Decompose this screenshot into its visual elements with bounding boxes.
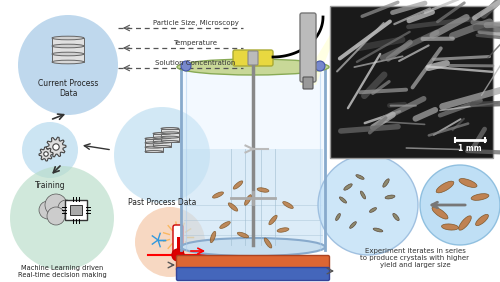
Text: Particle Size, Microscopy: Particle Size, Microscopy — [152, 20, 238, 26]
Ellipse shape — [153, 133, 171, 135]
Ellipse shape — [153, 146, 171, 147]
FancyBboxPatch shape — [176, 255, 330, 270]
Circle shape — [44, 152, 48, 156]
Ellipse shape — [212, 192, 224, 198]
Circle shape — [47, 207, 65, 225]
FancyBboxPatch shape — [52, 54, 84, 62]
Ellipse shape — [52, 44, 84, 48]
Ellipse shape — [393, 213, 399, 221]
Ellipse shape — [385, 195, 395, 199]
FancyBboxPatch shape — [145, 147, 163, 151]
FancyBboxPatch shape — [330, 6, 493, 158]
Circle shape — [22, 122, 78, 178]
Text: Current Process
Data: Current Process Data — [38, 79, 98, 98]
FancyBboxPatch shape — [300, 13, 316, 82]
FancyBboxPatch shape — [161, 129, 179, 133]
Ellipse shape — [459, 179, 477, 188]
FancyBboxPatch shape — [161, 137, 179, 142]
Ellipse shape — [282, 202, 294, 208]
FancyBboxPatch shape — [52, 46, 84, 54]
FancyBboxPatch shape — [145, 143, 163, 147]
Circle shape — [114, 107, 210, 203]
Ellipse shape — [344, 184, 352, 190]
Ellipse shape — [373, 228, 383, 232]
Ellipse shape — [360, 191, 366, 199]
Ellipse shape — [476, 214, 488, 226]
FancyBboxPatch shape — [153, 138, 171, 142]
Ellipse shape — [220, 222, 230, 228]
Ellipse shape — [161, 127, 179, 129]
Ellipse shape — [383, 179, 389, 187]
Text: Past Process Data: Past Process Data — [128, 198, 196, 207]
Circle shape — [45, 194, 67, 216]
FancyBboxPatch shape — [176, 237, 180, 253]
Ellipse shape — [145, 146, 163, 148]
Ellipse shape — [52, 52, 84, 56]
Text: 1 mm: 1 mm — [458, 144, 482, 153]
Ellipse shape — [177, 59, 329, 75]
FancyBboxPatch shape — [153, 133, 171, 138]
Ellipse shape — [238, 232, 248, 238]
Circle shape — [18, 15, 118, 115]
Ellipse shape — [161, 140, 179, 142]
Ellipse shape — [52, 60, 84, 64]
FancyBboxPatch shape — [303, 77, 313, 89]
Text: Experiment iterates in series
to produce crystals with higher
yield and larger s: Experiment iterates in series to produce… — [360, 248, 470, 268]
Ellipse shape — [210, 231, 216, 243]
Ellipse shape — [442, 224, 458, 230]
Ellipse shape — [257, 188, 269, 192]
Ellipse shape — [161, 136, 179, 138]
Polygon shape — [39, 147, 53, 161]
Circle shape — [53, 144, 59, 150]
Circle shape — [10, 166, 114, 270]
Text: Machine Learning driven
Real-time decision making: Machine Learning driven Real-time decisi… — [18, 265, 106, 278]
FancyBboxPatch shape — [233, 50, 273, 66]
Circle shape — [172, 249, 184, 261]
FancyBboxPatch shape — [161, 133, 179, 137]
Ellipse shape — [458, 216, 471, 230]
Ellipse shape — [145, 151, 163, 153]
Ellipse shape — [436, 181, 454, 193]
Ellipse shape — [244, 195, 252, 205]
FancyBboxPatch shape — [248, 51, 258, 65]
Circle shape — [135, 207, 205, 277]
Ellipse shape — [153, 141, 171, 143]
Ellipse shape — [153, 137, 171, 139]
Ellipse shape — [233, 181, 243, 189]
FancyBboxPatch shape — [65, 200, 87, 220]
Circle shape — [420, 165, 500, 245]
FancyBboxPatch shape — [153, 142, 171, 147]
Ellipse shape — [336, 213, 340, 221]
Ellipse shape — [264, 238, 272, 248]
Text: Training: Training — [34, 181, 66, 190]
Circle shape — [315, 61, 325, 71]
Ellipse shape — [277, 228, 289, 232]
Text: Solution Concentration: Solution Concentration — [156, 60, 236, 66]
Polygon shape — [300, 10, 345, 85]
Ellipse shape — [340, 197, 346, 203]
Ellipse shape — [432, 207, 448, 219]
FancyBboxPatch shape — [52, 38, 84, 46]
Ellipse shape — [228, 203, 238, 211]
Circle shape — [318, 155, 418, 255]
Ellipse shape — [145, 138, 163, 140]
FancyBboxPatch shape — [173, 225, 183, 257]
FancyBboxPatch shape — [176, 268, 330, 281]
Ellipse shape — [181, 238, 325, 256]
Circle shape — [58, 200, 74, 216]
Ellipse shape — [52, 36, 84, 40]
Ellipse shape — [370, 208, 376, 212]
Polygon shape — [46, 137, 66, 157]
Ellipse shape — [471, 194, 489, 200]
Ellipse shape — [161, 132, 179, 134]
Ellipse shape — [269, 215, 277, 225]
Ellipse shape — [145, 142, 163, 144]
Ellipse shape — [350, 222, 356, 228]
Circle shape — [181, 61, 191, 71]
Ellipse shape — [356, 175, 364, 179]
Text: Temperature: Temperature — [174, 40, 218, 46]
FancyBboxPatch shape — [70, 205, 82, 215]
Circle shape — [39, 201, 57, 219]
FancyBboxPatch shape — [145, 138, 163, 143]
